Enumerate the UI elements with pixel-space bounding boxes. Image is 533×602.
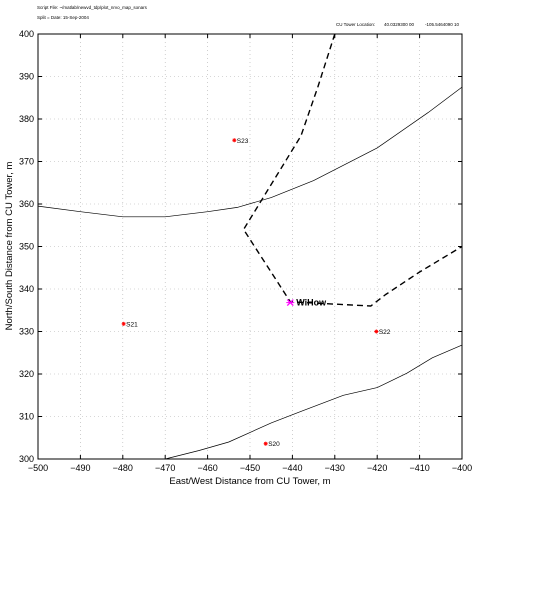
x-tick-label: −400 <box>452 463 472 473</box>
x-axis-label: East/West Distance from CU Tower, m <box>169 476 330 487</box>
y-tick-label: 390 <box>19 72 34 82</box>
site-markers: S23 S21 S22 S20 WiHow <box>121 138 391 448</box>
x-tick-label: −410 <box>409 463 429 473</box>
axis-ticks: −500 −490 −480 −470 −460 −450 −440 −430 −420 −410… <box>19 29 472 473</box>
y-tick-label: 340 <box>19 284 34 294</box>
grid-lines <box>38 34 462 459</box>
sonar-label: S21 <box>126 321 138 328</box>
x-tick-label: −480 <box>113 463 133 473</box>
x-tick-label: −450 <box>240 463 260 473</box>
y-axis-label: North/South Distance from CU Tower, m <box>4 162 15 331</box>
split-date-text: Split = Date: 15-Sep-2004 <box>37 15 89 20</box>
dashed-boundary-line <box>242 33 463 307</box>
y-tick-label: 360 <box>19 199 34 209</box>
sonar-marker <box>263 441 268 446</box>
contour-line <box>165 344 463 460</box>
y-tick-label: 320 <box>19 369 34 379</box>
tower-location-label: CU Tower Location: <box>336 22 376 27</box>
sonar-marker <box>232 138 237 143</box>
sonar-label: S22 <box>379 329 391 336</box>
sonar-label: S20 <box>268 441 280 448</box>
y-tick-label: 400 <box>19 29 34 39</box>
contour-line <box>37 86 463 218</box>
x-tick-label: −420 <box>367 463 387 473</box>
y-tick-label: 370 <box>19 157 34 167</box>
x-tick-label: −440 <box>282 463 302 473</box>
station-marker <box>286 299 295 307</box>
y-tick-label: 310 <box>19 412 34 422</box>
x-tick-label: −470 <box>155 463 175 473</box>
sonar-marker <box>121 321 126 326</box>
y-tick-label: 330 <box>19 327 34 337</box>
y-tick-label: 380 <box>19 114 34 124</box>
y-tick-label: 300 <box>19 454 34 464</box>
tower-lat-value: 40.0329300 00 <box>384 22 415 27</box>
x-tick-label: −500 <box>28 463 48 473</box>
contour-lines <box>37 33 463 460</box>
script-file-text: Script File: ~/matlab/newvd_tdp/plot_nrv… <box>37 5 147 10</box>
sonar-label: S23 <box>237 138 249 145</box>
station-label: WiHow <box>296 298 327 308</box>
x-tick-label: −430 <box>325 463 345 473</box>
x-tick-label: −490 <box>70 463 90 473</box>
tower-lon-value: -105.5464090 10 <box>425 22 460 27</box>
sonar-marker <box>374 329 379 334</box>
y-tick-label: 350 <box>19 242 34 252</box>
x-tick-label: −460 <box>197 463 217 473</box>
